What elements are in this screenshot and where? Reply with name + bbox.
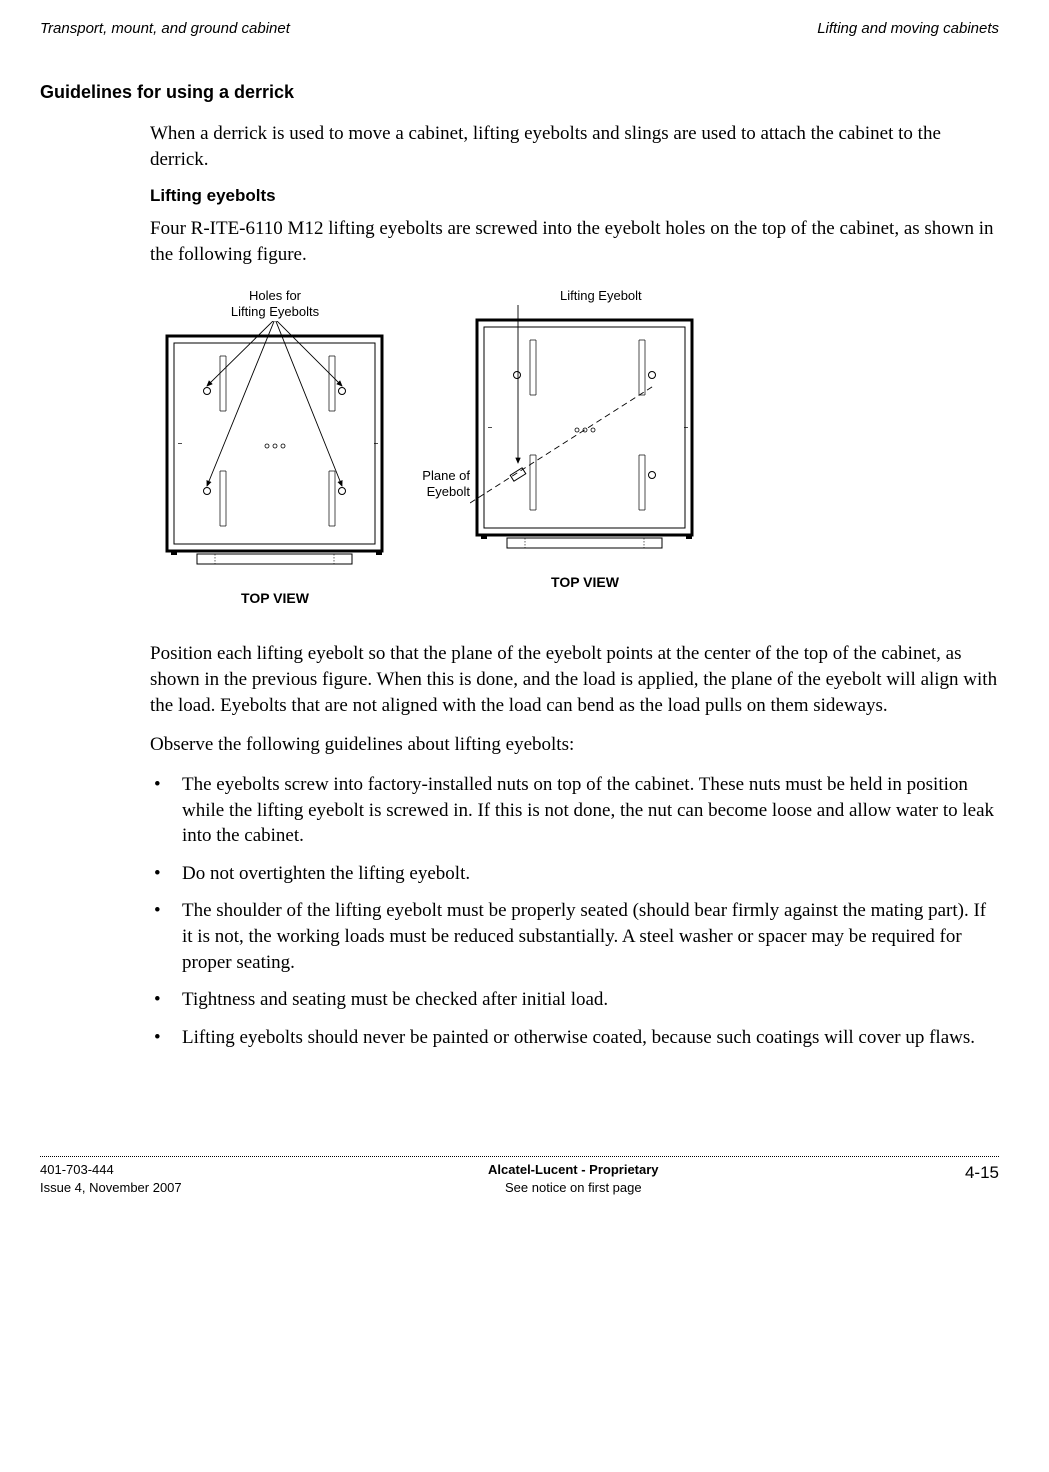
view-label-left: TOP VIEW — [160, 590, 390, 606]
footer-notice: See notice on first page — [488, 1179, 659, 1197]
figure-right: Lifting Eyebolt Plane of Eyebolt TOP VIE… — [470, 288, 700, 607]
figure-left: Holes for Lifting Eyebolts TOP VIEW — [160, 288, 390, 607]
guidelines-list: The eyebolts screw into factory-installe… — [150, 772, 999, 1051]
eyebolt-intro: Four R-ITE-6110 M12 lifting eyebolts are… — [150, 216, 999, 267]
label-plane: Plane of Eyebolt — [415, 468, 470, 502]
header-left: Transport, mount, and ground cabinet — [40, 20, 290, 37]
position-paragraph: Position each lifting eyebolt so that th… — [150, 641, 999, 718]
label-plane-line2: Eyebolt — [427, 484, 470, 499]
guideline-item: Do not overtighten the lifting eyebolt. — [150, 861, 999, 887]
figure-container: Holes for Lifting Eyebolts TOP VIEW Lift… — [160, 288, 999, 607]
guideline-item: Tightness and seating must be checked af… — [150, 987, 999, 1013]
view-label-right: TOP VIEW — [470, 574, 700, 590]
footer-dotted-line — [40, 1156, 999, 1157]
footer-center: Alcatel-Lucent - Proprietary See notice … — [488, 1161, 659, 1197]
footer-issue: Issue 4, November 2007 — [40, 1179, 182, 1197]
footer-proprietary: Alcatel-Lucent - Proprietary — [488, 1161, 659, 1179]
diagram-left-svg — [160, 321, 390, 571]
intro-paragraph: When a derrick is used to move a cabinet… — [150, 121, 999, 172]
guideline-item: The shoulder of the lifting eyebolt must… — [150, 898, 999, 975]
footer-doc-number: 401-703-444 — [40, 1161, 182, 1179]
footer-left: 401-703-444 Issue 4, November 2007 — [40, 1161, 182, 1197]
page-footer: 401-703-444 Issue 4, November 2007 Alcat… — [40, 1156, 999, 1197]
header-right: Lifting and moving cabinets — [817, 20, 999, 37]
label-holes-line2: Lifting Eyebolts — [231, 304, 319, 319]
label-holes: Holes for Lifting Eyebolts — [160, 288, 390, 322]
guideline-item: Lifting eyebolts should never be painted… — [150, 1025, 999, 1051]
footer-page-number: 4-15 — [965, 1161, 999, 1197]
label-holes-line1: Holes for — [249, 288, 301, 303]
page-header: Transport, mount, and ground cabinet Lif… — [40, 20, 999, 37]
observe-paragraph: Observe the following guidelines about l… — [150, 732, 999, 758]
guideline-item: The eyebolts screw into factory-installe… — [150, 772, 999, 849]
diagram-right-svg — [470, 305, 700, 555]
label-lifting-eyebolt: Lifting Eyebolt — [560, 288, 642, 305]
subsection-heading: Lifting eyebolts — [150, 186, 999, 206]
label-plane-line1: Plane of — [422, 468, 470, 483]
section-heading: Guidelines for using a derrick — [40, 82, 999, 103]
